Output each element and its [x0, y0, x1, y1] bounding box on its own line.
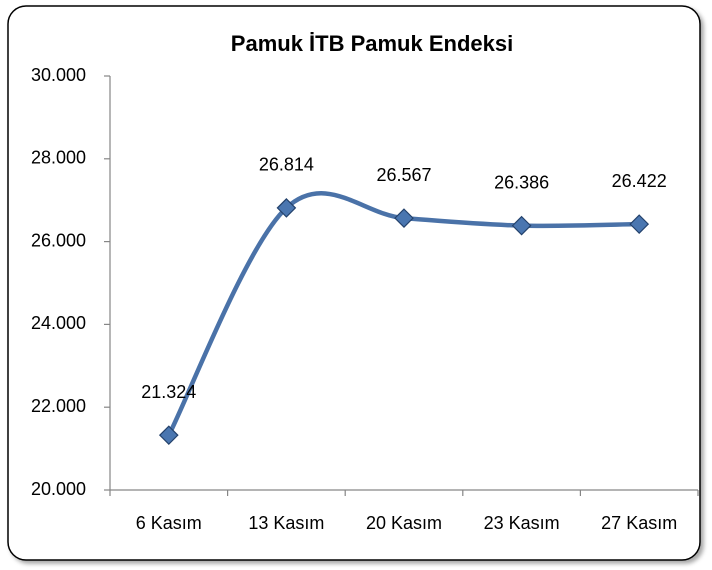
marker — [511, 215, 532, 236]
x-tick-label: 23 Kasım — [484, 513, 560, 533]
chart-title: Pamuk İTB Pamuk Endeksi — [231, 31, 513, 56]
y-tick-label: 22.000 — [31, 396, 86, 416]
line — [166, 191, 640, 437]
x-tick-label: 27 Kasım — [601, 513, 677, 533]
marker — [394, 208, 414, 228]
y-tick-label: 28.000 — [31, 148, 86, 168]
data-label: 26.386 — [494, 172, 549, 192]
x-tick-label: 20 Kasım — [366, 513, 442, 533]
data-label: 21.324 — [141, 382, 196, 402]
y-tick-label: 30.000 — [31, 65, 86, 85]
data-label: 26.567 — [376, 165, 431, 185]
marker — [276, 198, 297, 218]
marker — [629, 214, 650, 234]
y-tick-label: 26.000 — [31, 230, 86, 250]
marker — [158, 425, 179, 446]
y-tick-label: 24.000 — [31, 313, 86, 333]
chart-frame — [7, 5, 701, 561]
y-tick-label: 20.000 — [31, 479, 86, 499]
x-tick-label: 6 Kasım — [136, 513, 202, 533]
data-label: 26.422 — [612, 171, 667, 191]
x-tick-label: 13 Kasım — [248, 513, 324, 533]
data-label: 26.814 — [259, 155, 314, 175]
